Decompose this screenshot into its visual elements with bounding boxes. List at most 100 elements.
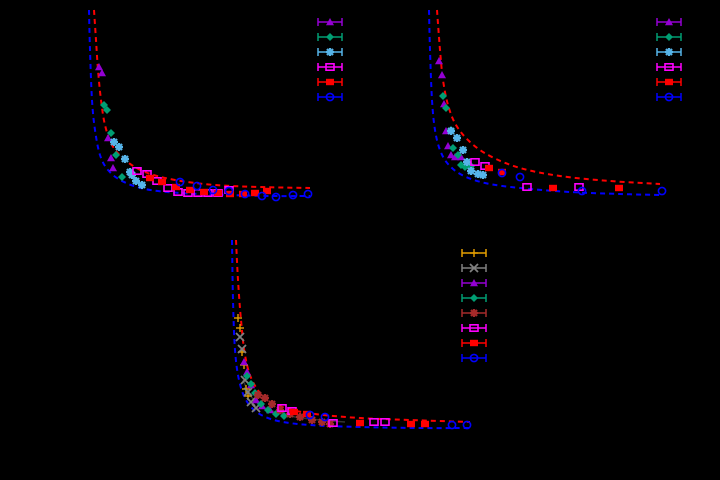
star-marker (326, 48, 334, 56)
legend-entry (461, 294, 487, 302)
legend-entry (656, 48, 682, 56)
legend-entry (461, 263, 487, 273)
open-circle-marker (288, 190, 298, 200)
upper-bound-curve (436, 9, 661, 185)
star-marker (447, 127, 455, 135)
open-circle-marker (192, 181, 202, 191)
open-square-marker (522, 183, 532, 192)
square-marker (158, 178, 166, 186)
open-square-marker (380, 417, 390, 426)
cross-marker (469, 263, 479, 273)
panel-top-left (88, 9, 343, 202)
triangle-marker (665, 18, 673, 26)
diamond-marker (439, 92, 447, 100)
diamond-marker (243, 372, 251, 380)
star-marker (463, 158, 471, 166)
open-circle-marker (271, 192, 281, 202)
star-marker (132, 177, 140, 185)
diamond-marker (326, 33, 334, 41)
open-square-marker (664, 62, 674, 71)
diamond-marker (470, 294, 478, 302)
open-square-marker (325, 62, 335, 71)
square-marker (421, 420, 429, 428)
square-marker (263, 187, 271, 195)
triangle-marker (435, 57, 443, 65)
open-circle-marker (497, 168, 507, 178)
star-marker (459, 146, 467, 154)
star-marker (115, 143, 123, 151)
legend-entry (656, 33, 682, 41)
open-circle-marker (175, 177, 185, 187)
star-marker (479, 171, 487, 179)
triangle-marker (243, 368, 251, 376)
legend-entry (656, 62, 682, 71)
diamond-marker (107, 129, 115, 137)
triangle-marker (442, 127, 450, 135)
diamond-marker (449, 144, 457, 152)
legend-entry (656, 18, 682, 26)
plus-marker (234, 314, 242, 322)
legend-entry (317, 92, 343, 102)
square-marker (498, 168, 506, 176)
diamond-marker (112, 151, 120, 159)
open-square-marker (277, 403, 287, 412)
legend-entry (656, 92, 682, 102)
open-circle-marker (462, 420, 472, 430)
diamond-marker (442, 104, 450, 112)
legend-entry (461, 279, 487, 287)
open-circle-marker (664, 92, 674, 102)
series-square (485, 164, 623, 192)
star-marker (121, 155, 129, 163)
legend-entry (317, 18, 343, 26)
triangle-marker (109, 164, 117, 172)
legend-entry (461, 309, 487, 317)
series-triangle (95, 63, 117, 172)
legend (656, 18, 682, 102)
square-marker (356, 419, 364, 427)
series-star (447, 127, 487, 179)
diamond-marker (264, 406, 272, 414)
cross-marker (235, 332, 245, 342)
star-marker (308, 416, 316, 424)
triangle-marker (252, 396, 260, 404)
star-marker (453, 134, 461, 142)
square-marker (172, 183, 180, 191)
lower-bound-curve (428, 9, 661, 196)
series-star (110, 138, 146, 189)
square-marker (407, 420, 415, 428)
star-marker (138, 181, 146, 189)
square-marker (665, 78, 673, 86)
triangle-marker (447, 151, 455, 159)
triangle-marker (457, 153, 465, 161)
lower-bound-curve (231, 239, 471, 430)
triangle-marker (98, 69, 106, 77)
triangle-marker (107, 154, 115, 162)
open-circle-marker (257, 191, 267, 201)
triangle-marker (470, 279, 478, 287)
diamond-marker (257, 400, 265, 408)
star-marker (268, 400, 276, 408)
legend-entry (317, 33, 343, 41)
series-star (254, 391, 334, 428)
open-square-marker (132, 167, 142, 176)
series-open-circle (497, 168, 667, 196)
triangle-marker (240, 358, 248, 366)
cross-marker (237, 344, 247, 354)
legend-entry (461, 249, 487, 257)
square-marker (239, 190, 247, 198)
star-marker (467, 167, 475, 175)
triangle-marker (104, 134, 112, 142)
square-marker (146, 174, 154, 182)
legend (317, 18, 343, 102)
diamond-marker (665, 33, 673, 41)
series-diamond (100, 101, 126, 181)
legend-entry (461, 339, 487, 347)
open-circle-marker (657, 186, 667, 196)
square-marker (290, 408, 298, 416)
open-square-marker (369, 417, 379, 426)
diamond-marker (118, 173, 126, 181)
legend-entry (317, 62, 343, 71)
open-circle-marker (303, 189, 313, 199)
triangle-marker (451, 153, 459, 161)
